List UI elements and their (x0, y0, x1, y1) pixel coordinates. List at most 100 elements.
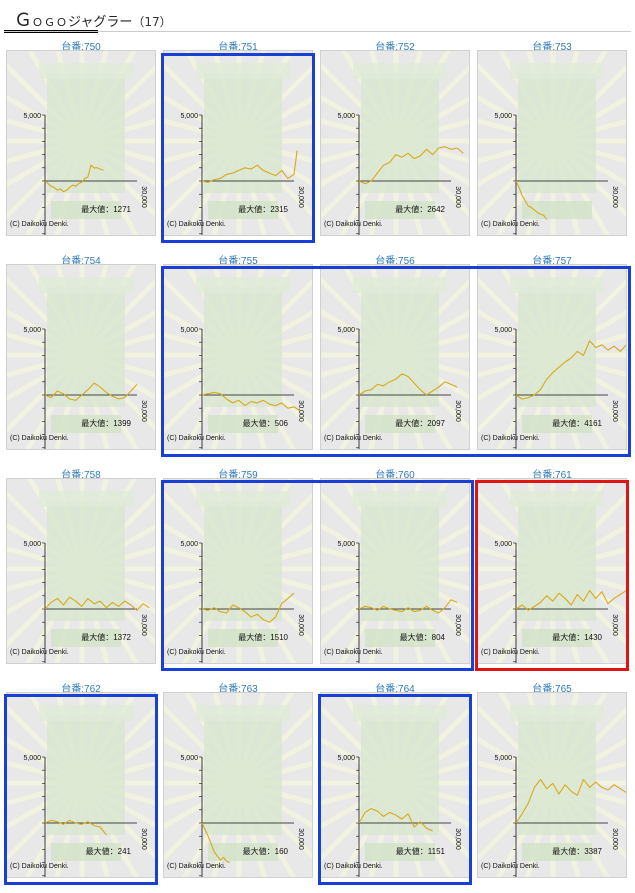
machine-number-label[interactable]: 台番:755 (218, 256, 258, 267)
max-value: 最大値：2642 (321, 204, 445, 215)
machine-image-tray (365, 843, 435, 861)
copyright-text: (C) Daikoku Denki. (324, 649, 383, 656)
machine-number-label[interactable]: 台番:764 (375, 684, 415, 695)
max-value-number: 1151 (427, 847, 445, 856)
machine-number-label[interactable]: 台番:765 (532, 684, 572, 695)
max-value: 最大値：1271 (7, 204, 131, 215)
machine-number-label[interactable]: 台番:752 (375, 42, 415, 53)
machine-image-top (196, 491, 290, 507)
copyright-text: (C) Daikoku Denki. (167, 435, 226, 442)
max-value: 最大値：804 (321, 632, 445, 643)
machine-number-label[interactable]: 台番:751 (218, 42, 258, 53)
machine-image-tray (51, 415, 121, 433)
machine-number-label[interactable]: 台番:762 (61, 684, 101, 695)
machine-image-top (39, 63, 133, 79)
max-value-label: 最大値： (85, 847, 118, 856)
y-top-label: 5,000 (337, 327, 355, 334)
machine-number-label[interactable]: 台番:761 (532, 470, 572, 481)
x-30000-label: 30,000 (297, 400, 304, 422)
slump-line (515, 589, 626, 611)
x-30000-label: 30,000 (611, 400, 618, 422)
machine-image-top (39, 277, 133, 293)
machine-image-body (518, 715, 596, 835)
highlight-frame-751 (161, 53, 315, 243)
max-value: 最大値：241 (7, 846, 131, 857)
max-value-label: 最大値： (81, 419, 114, 428)
machine-image-body (204, 715, 282, 835)
machine-image-body (47, 73, 125, 193)
machine-number-label[interactable]: 台番:758 (61, 470, 101, 481)
title-ogo: ＯＧＯ (32, 16, 68, 29)
background-art (478, 693, 626, 877)
machine-image-top (510, 491, 604, 507)
max-value-label: 最大値： (395, 847, 428, 856)
machine-number-label[interactable]: 台番:754 (61, 256, 101, 267)
y-top-label: 5,000 (494, 541, 512, 548)
machine-number-label[interactable]: 台番:763 (218, 684, 258, 695)
highlight-frame-759-760 (161, 480, 474, 671)
machine-image-body (47, 715, 125, 835)
copyright-text: (C) Daikoku Denki. (10, 221, 69, 228)
machine-number-label[interactable]: 台番:753 (532, 42, 572, 53)
background-art (478, 265, 626, 449)
machine-image-tray (208, 629, 278, 647)
y-top-label: 5,000 (23, 327, 41, 334)
copyright-text: (C) Daikoku Denki. (10, 863, 69, 870)
x-30000-label: 30,000 (297, 828, 304, 850)
machine-number-label[interactable]: 台番:756 (375, 256, 415, 267)
slump-line (515, 180, 548, 220)
slump-line (358, 807, 433, 832)
machine-number-label[interactable]: 台番:750 (61, 42, 101, 53)
machine-image-tray (51, 201, 121, 219)
copyright-text: (C) Daikoku Denki. (10, 649, 69, 656)
machine-number-label[interactable]: 台番:759 (218, 470, 258, 481)
machine-number-label[interactable]: 台番:757 (532, 256, 572, 267)
copyright-text: (C) Daikoku Denki. (481, 435, 540, 442)
max-value-number: 241 (117, 847, 131, 856)
max-value-number: 1430 (584, 633, 602, 642)
x-30000-label: 30,000 (140, 186, 147, 208)
x-30000-label: 30,000 (140, 828, 147, 850)
machine-image-tray (522, 843, 592, 861)
slump-line (44, 596, 150, 611)
machine-image-top (510, 63, 604, 79)
max-value-number: 4161 (584, 419, 602, 428)
max-value-number: 2315 (270, 205, 288, 214)
max-value-label: 最大値： (395, 419, 428, 428)
max-value-number: 1399 (113, 419, 131, 428)
machine-number-label[interactable]: 台番:760 (375, 470, 415, 481)
slump-line (44, 819, 107, 836)
